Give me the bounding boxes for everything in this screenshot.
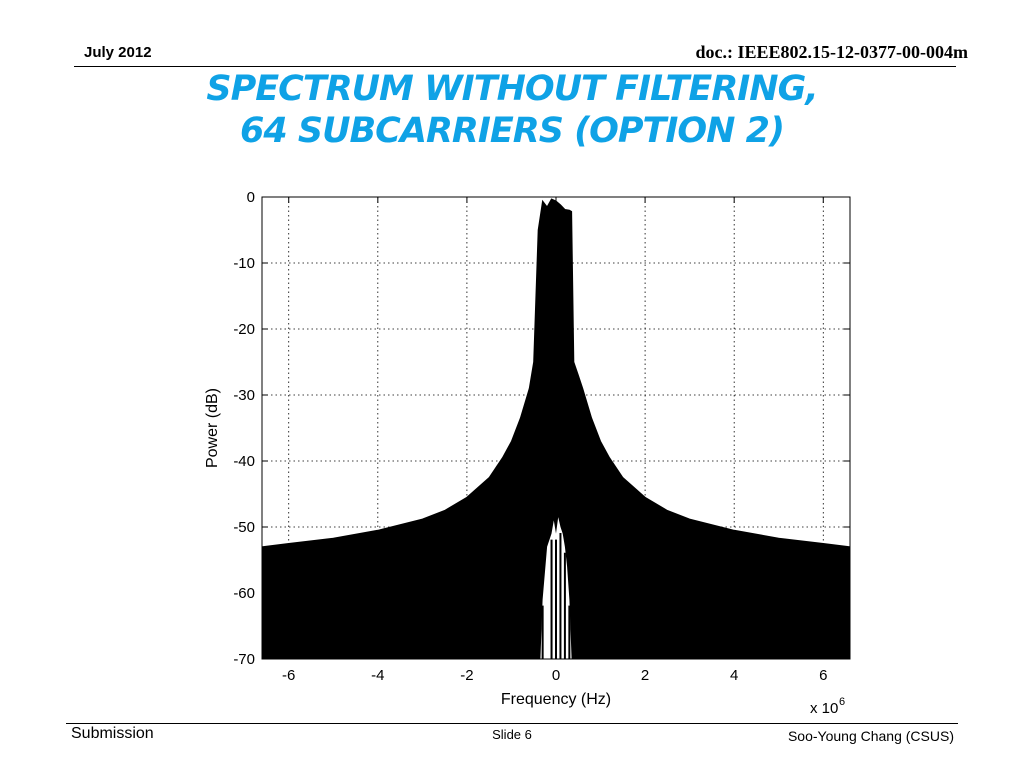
x-axis-label: Frequency (Hz) bbox=[501, 691, 611, 708]
x-multiplier-exponent: 6 bbox=[839, 696, 845, 708]
x-tick-label: 2 bbox=[641, 667, 649, 684]
x-tick-label: 0 bbox=[552, 667, 560, 684]
spectrum-chart: -6 -4 -2 0 2 4 60-10-20-30-40-50-60-70Frequenc… bbox=[204, 189, 851, 717]
footer-rule bbox=[66, 723, 958, 724]
y-tick-label: -40 bbox=[233, 453, 255, 470]
y-tick-label: -50 bbox=[233, 519, 255, 536]
y-axis-label: Power (dB) bbox=[204, 388, 221, 468]
footer-author: Soo-Young Chang (CSUS) bbox=[787, 728, 954, 744]
y-tick-label: 0 bbox=[247, 189, 255, 206]
slide-title-line-1: SPECTRUM WITHOUT FILTERING, bbox=[206, 69, 818, 109]
footer-slide-number: Slide 6 bbox=[492, 727, 532, 742]
y-tick-label: -10 bbox=[233, 255, 255, 272]
x-tick-label: 4 bbox=[730, 667, 738, 684]
x-tick-label: 6 bbox=[819, 667, 827, 684]
header-doc-id: doc.: IEEE802.15-12-0377-00-004m bbox=[695, 42, 969, 62]
slide-title-line-2: 64 SUBCARRIERS (OPTION 2) bbox=[239, 111, 785, 151]
y-tick-label: -30 bbox=[233, 387, 255, 404]
y-tick-label: -60 bbox=[233, 585, 255, 602]
footer-submission: Submission bbox=[71, 725, 154, 742]
spectrum-fill-series-1 bbox=[261, 198, 851, 660]
x-multiplier-label: x 10 bbox=[810, 700, 838, 717]
x-tick-label: -6 bbox=[282, 667, 295, 684]
y-tick-label: -70 bbox=[233, 651, 255, 668]
x-tick-label: -2 bbox=[460, 667, 473, 684]
header-date: July 2012 bbox=[84, 44, 152, 61]
header-rule bbox=[74, 66, 956, 67]
slide-title: SPECTRUM WITHOUT FILTERING, 64 SUBCARRIE… bbox=[0, 68, 1024, 152]
x-tick-label: -4 bbox=[371, 667, 384, 684]
y-tick-label: -20 bbox=[233, 321, 255, 338]
